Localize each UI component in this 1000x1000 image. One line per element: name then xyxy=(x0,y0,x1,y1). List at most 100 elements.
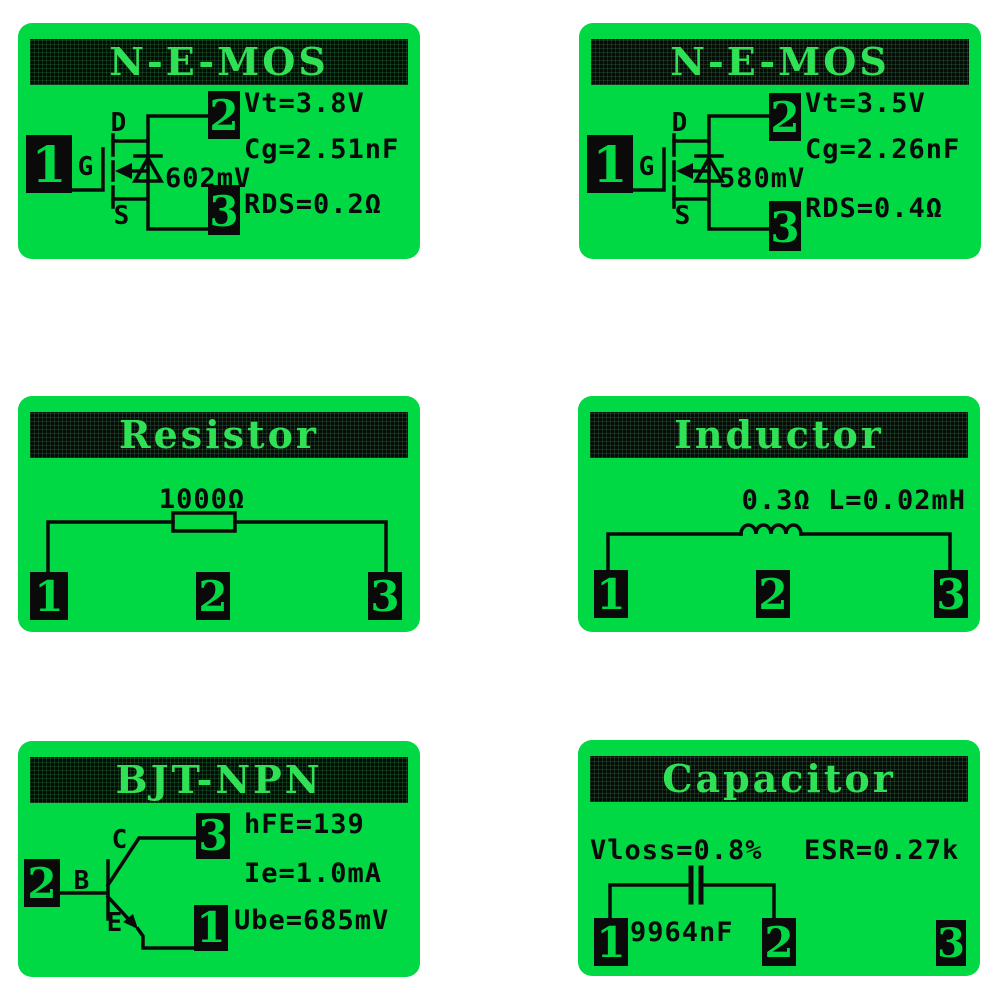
pin-number-3: 3 xyxy=(937,920,965,967)
pin-number-2: 2 xyxy=(770,93,799,142)
pin-number-2: 2 xyxy=(209,91,238,140)
pin-badge-1 xyxy=(194,905,228,951)
lead-wires xyxy=(46,520,388,574)
pin-badge-3 xyxy=(368,572,402,620)
screen-title: Resistor xyxy=(30,412,408,458)
capacitor-symbol xyxy=(608,865,776,922)
body-arrow xyxy=(115,163,132,179)
lcd-screen-inductor: Inductor 0.3Ω L=0.02mH 1 2 3 xyxy=(578,396,980,632)
emitter-lead xyxy=(135,926,196,950)
pin-number-1: 1 xyxy=(596,570,625,619)
pin-badge-1 xyxy=(594,918,628,966)
rds-value: RDS=0.2Ω xyxy=(244,189,382,220)
mosfet-symbol xyxy=(631,114,771,231)
esr-value: ESR=0.27k xyxy=(804,835,959,866)
pin-number-1: 1 xyxy=(34,572,63,621)
bjt-schematic: B C E 2 3 1 hFE=139 Ie=1.0mA Ube=685mV xyxy=(24,809,389,952)
pin-number-2: 2 xyxy=(764,918,793,967)
emitter-label: E xyxy=(107,908,124,938)
pin-number-3: 3 xyxy=(370,572,399,621)
pin-badge-2 xyxy=(762,918,796,966)
source-label: S xyxy=(675,201,692,231)
pin-number-3: 3 xyxy=(936,570,965,619)
emitter-arrow xyxy=(123,914,138,929)
screen-title: N-E-MOS xyxy=(591,39,969,85)
inductor-coil xyxy=(739,523,803,536)
rds-value: RDS=0.4Ω xyxy=(805,193,943,224)
pin-number-1: 1 xyxy=(196,903,225,952)
pin-number-2: 2 xyxy=(198,572,227,621)
pin-badge-3 xyxy=(769,201,801,251)
vloss-value: Vloss=0.8% xyxy=(590,835,763,866)
source-label: S xyxy=(114,201,131,231)
pin-badge-2 xyxy=(769,93,801,141)
hfe-value: hFE=139 xyxy=(244,809,365,840)
collector-wire xyxy=(105,836,198,888)
nemos-schematic: D G S 1 2 3 Vt=3.5V Cg=2.26nF 580mV RDS=… xyxy=(587,88,960,252)
capacitance-value: 9964nF xyxy=(630,917,734,948)
resistor-symbol xyxy=(46,511,388,574)
body-diode xyxy=(132,154,164,183)
pin-badge-1 xyxy=(587,135,633,193)
diode-forward-voltage: 580mV xyxy=(719,163,805,194)
pin-badge-3 xyxy=(936,920,966,966)
pin-badge-1 xyxy=(594,570,628,618)
screen-title: BJT-NPN xyxy=(30,757,408,803)
pin-badge-2 xyxy=(196,572,230,620)
body-diode xyxy=(693,154,725,183)
body-arrow xyxy=(676,163,693,179)
capacitor-schematic: Vloss=0.8% ESR=0.27k 1 9964nF 2 3 xyxy=(590,835,966,967)
pin-number-3: 3 xyxy=(198,811,227,860)
pin-number-3: 3 xyxy=(770,203,799,252)
resistance-value: 1000Ω xyxy=(159,484,245,515)
pin-badge-2 xyxy=(24,859,60,907)
cg-value: Cg=2.26nF xyxy=(805,134,960,165)
pin-badge-1 xyxy=(26,135,72,193)
inductor-symbol xyxy=(606,523,952,572)
inductance-value: 0.3Ω L=0.02mH xyxy=(742,485,966,516)
lcd-screen-nemos-1: N-E-MOS D G S 1 2 3 Vt=3.8V Cg=2.51nF 60… xyxy=(18,23,420,259)
collector-label: C xyxy=(112,825,129,855)
vt-value: Vt=3.8V xyxy=(244,88,365,119)
gate-wire xyxy=(631,147,666,192)
pin-badge-2 xyxy=(208,91,240,139)
gate-label: G xyxy=(639,152,656,182)
resistor-schematic: 1000Ω 1 2 3 xyxy=(30,484,402,621)
diode-forward-voltage: 602mV xyxy=(165,163,251,194)
inductor-schematic: 0.3Ω L=0.02mH 1 2 3 xyxy=(594,485,968,619)
pin-number-1: 1 xyxy=(32,135,67,194)
nemos-schematic: D G S 1 2 3 Vt=3.8V Cg=2.51nF 602mV RDS=… xyxy=(26,88,399,236)
lead-wires xyxy=(608,883,776,922)
vt-value: Vt=3.5V xyxy=(805,88,926,119)
pin-number-3: 3 xyxy=(209,187,238,236)
lcd-screen-capacitor: Capacitor Vloss=0.8% ESR=0.27k 1 9964nF … xyxy=(578,740,980,976)
pin-number-2: 2 xyxy=(758,570,787,619)
capacitor-plates xyxy=(688,865,704,905)
ube-value: Ube=685mV xyxy=(234,905,389,936)
lcd-screen-resistor: Resistor 1000Ω 1 2 3 xyxy=(18,396,420,632)
base-label: B xyxy=(74,866,91,896)
gate-wire xyxy=(70,147,105,192)
screen-title: N-E-MOS xyxy=(30,39,408,85)
lcd-screen-bjt-npn: BJT-NPN B C E 2 3 1 hFE=139 Ie=1.0mA Ube… xyxy=(18,741,420,977)
drain-label: D xyxy=(111,108,128,138)
drain-label: D xyxy=(672,108,689,138)
pin-badge-3 xyxy=(208,185,240,235)
npn-symbol xyxy=(58,836,198,950)
pin-badge-2 xyxy=(756,570,790,618)
gate-label: G xyxy=(78,152,95,182)
pin-number-1: 1 xyxy=(596,918,625,967)
pin-badge-1 xyxy=(30,572,68,620)
screen-title: Inductor xyxy=(590,412,968,458)
screen-title: Capacitor xyxy=(590,756,968,802)
lead-wires xyxy=(606,532,952,572)
base-wire xyxy=(58,859,110,921)
lcd-screen-nemos-2: N-E-MOS D G S 1 2 3 Vt=3.5V Cg=2.26nF 58… xyxy=(579,23,981,259)
cg-value: Cg=2.51nF xyxy=(244,134,399,165)
resistor-body xyxy=(171,511,237,533)
pin-number-2: 2 xyxy=(27,859,56,908)
ie-value: Ie=1.0mA xyxy=(244,858,382,889)
pin-badge-3 xyxy=(196,813,230,859)
pin-number-1: 1 xyxy=(593,135,628,194)
